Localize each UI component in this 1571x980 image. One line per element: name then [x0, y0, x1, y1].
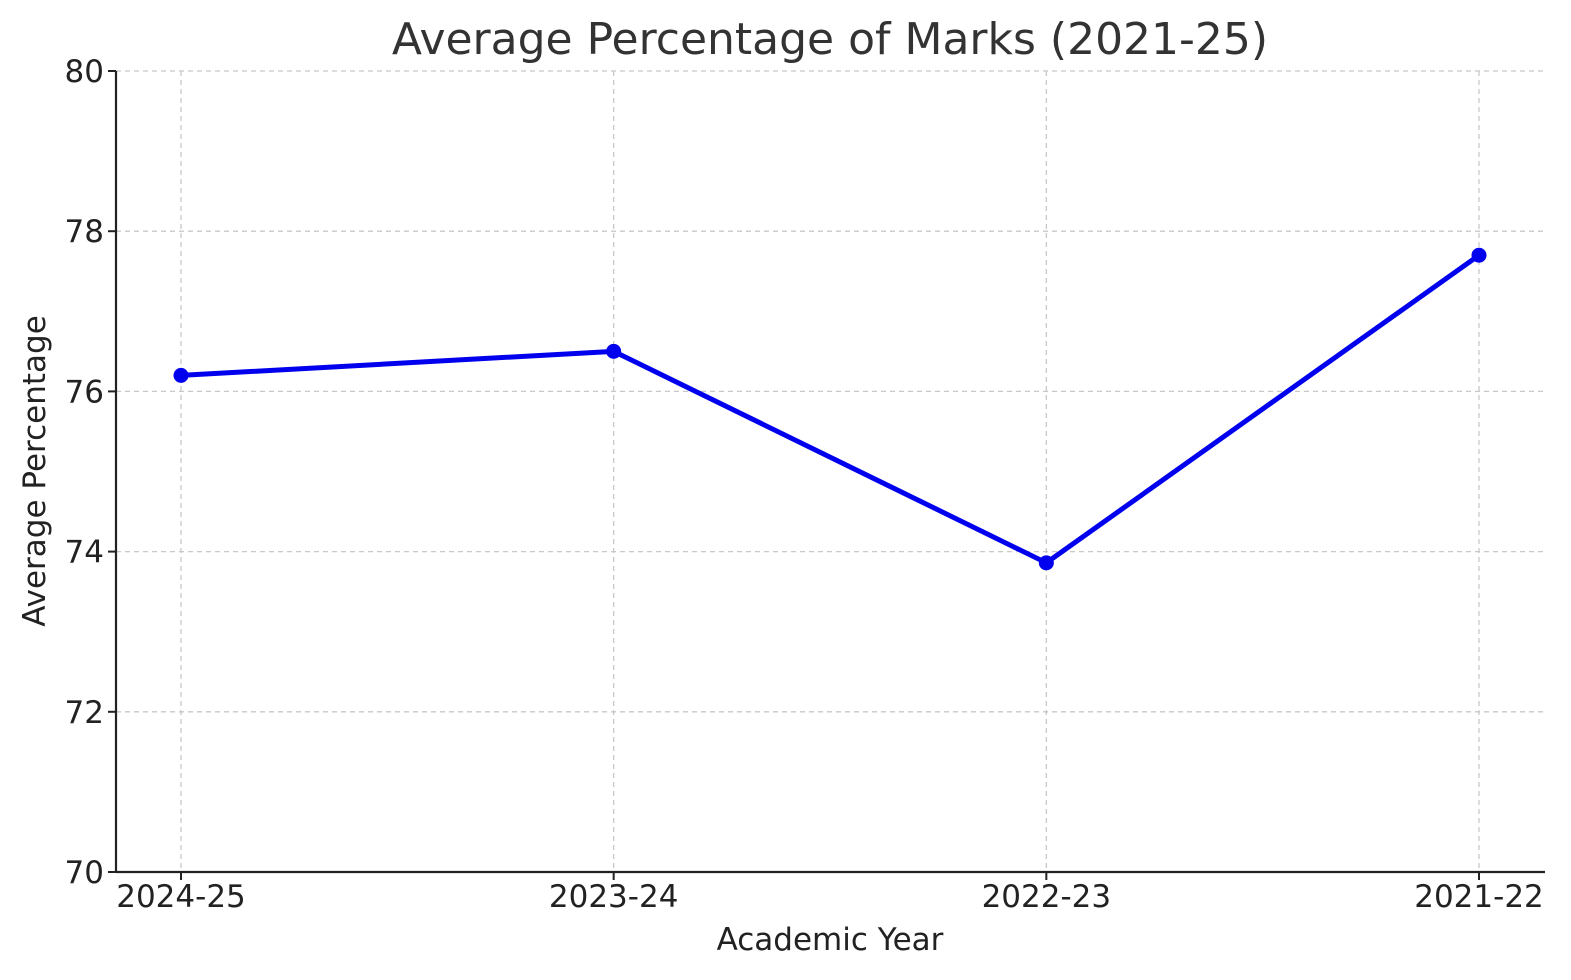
- chart-title: Average Percentage of Marks (2021-25): [392, 14, 1268, 65]
- y-tick-label: 80: [65, 54, 104, 90]
- y-tick-label: 78: [65, 214, 104, 250]
- ticks: 70 72 74 76 78 80 2024-25 2023-24 2022-23 2021-22: [65, 54, 1544, 915]
- grid: [116, 70, 1545, 872]
- x-tick-label: 2023-24: [549, 879, 679, 915]
- y-tick-label: 76: [65, 374, 104, 410]
- x-tick-label: 2021-22: [1414, 879, 1544, 915]
- axes: [114, 71, 1545, 874]
- data-point: [1471, 247, 1487, 263]
- y-tick-label: 74: [65, 535, 104, 571]
- x-tick-label: 2022-23: [982, 879, 1112, 915]
- series-layer: [173, 247, 1487, 571]
- y-tick-label: 72: [65, 695, 104, 731]
- y-axis-label: Average Percentage: [17, 315, 53, 627]
- x-axis-label: Academic Year: [717, 922, 944, 958]
- y-tick-label: 70: [65, 855, 104, 891]
- data-point: [173, 367, 189, 383]
- x-tick-label: 2024-25: [116, 879, 246, 915]
- data-point: [1038, 555, 1054, 571]
- data-point: [606, 343, 622, 359]
- series-line: [178, 252, 1482, 566]
